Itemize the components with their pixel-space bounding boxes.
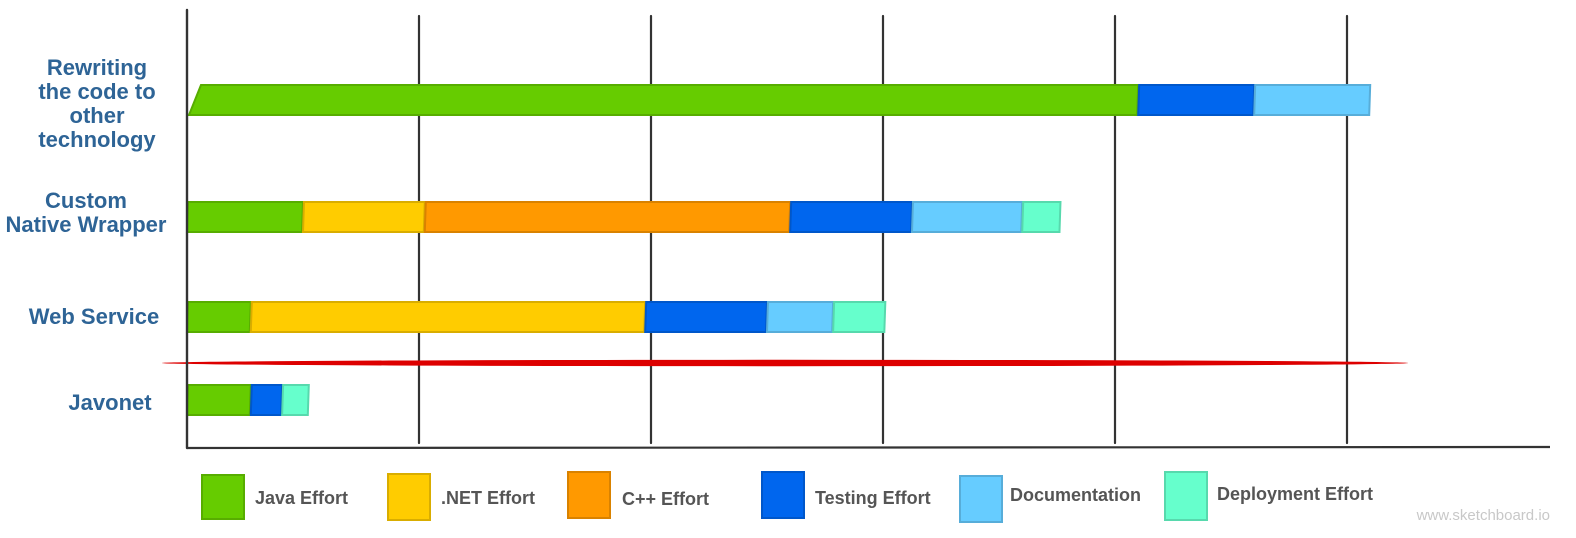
legend-label: .NET Effort (441, 488, 535, 508)
bar-segment (644, 301, 769, 333)
bar-segment (1021, 201, 1062, 233)
bar-segment (423, 201, 792, 233)
axes (185, 8, 1551, 450)
category-label: the code to (38, 79, 155, 104)
bar-segment (185, 384, 252, 416)
bar-segment (1253, 84, 1372, 116)
bar-segment (910, 201, 1024, 233)
bar-segment (789, 201, 914, 233)
bar-segment (301, 201, 426, 233)
legend-swatch (201, 474, 245, 520)
bar-segment (185, 201, 305, 233)
category-label: Custom (45, 188, 127, 213)
legend-label: Documentation (1010, 485, 1141, 505)
category-label: Native Wrapper (6, 212, 167, 237)
bar-segment (249, 384, 284, 416)
bars (162, 84, 1408, 416)
bar-segment (1137, 84, 1256, 116)
bar-segment (281, 384, 310, 416)
legend-swatch (1164, 471, 1208, 521)
category-label: other (70, 103, 125, 128)
legend: Java Effort .NET Effort C++ Effort Testing … (201, 471, 1373, 523)
category-label: Rewriting (47, 55, 147, 80)
category-label: Javonet (68, 390, 152, 415)
legend-swatch (567, 471, 611, 519)
bar-segment (765, 301, 835, 333)
bar-segment (187, 84, 1140, 116)
legend-label: Deployment Effort (1217, 484, 1373, 504)
watermark: www.sketchboard.io (1416, 507, 1550, 524)
category-label: Web Service (29, 304, 159, 329)
bar-segment (832, 301, 887, 333)
legend-swatch (959, 475, 1003, 523)
bar-segment (249, 301, 647, 333)
legend-label: C++ Effort (622, 489, 709, 509)
legend-label: Java Effort (255, 488, 348, 508)
x-axis (186, 445, 1551, 450)
legend-label: Testing Effort (815, 488, 931, 508)
bar-segment (185, 301, 252, 333)
category-label: technology (38, 127, 156, 152)
legend-swatch (761, 471, 805, 519)
legend-swatch (387, 473, 431, 521)
highlight-line (162, 359, 1408, 367)
